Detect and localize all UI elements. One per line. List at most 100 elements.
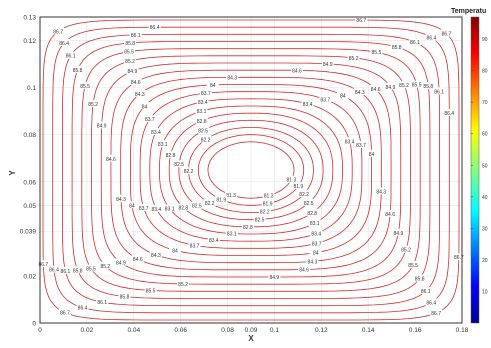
contour-line [100,62,402,278]
contour-line [178,119,324,221]
contour-label-bg [258,207,271,215]
contour-label-bg [306,208,319,216]
contour-label: 83.4 [198,100,208,106]
contour-label: 83.1 [310,221,320,227]
contour-label-bg [319,95,332,103]
contour-label: 82.8 [197,119,207,125]
contour-label-bg [79,81,92,89]
contour-line [130,84,372,256]
contour-label-bg [203,199,216,207]
contour-label-bg [309,248,322,256]
contour-label: 86.4 [150,25,160,31]
contour-line [159,105,343,235]
x-axis-ticks: 0 0.02 0.04 0.06 0.08 0.09 0.1 0.12 0.14 0.16 0.18 [38,327,469,334]
x-tick-label: 0.09 [245,327,258,334]
contour-label-bg [370,48,383,56]
contour-label: 83.4 [303,102,313,108]
contour-label: 84 [369,152,375,158]
contour-label: 85.8 [125,41,135,47]
contour-label: 84.6 [292,68,302,74]
contour-label-bg [302,198,315,206]
contour-label-bg [124,38,137,46]
contour-label-bg [190,201,203,209]
contour-label-bg [138,102,151,110]
contour-label: 83.4 [151,130,161,136]
x-tick-label: 0.12 [315,327,328,334]
contour-label-bg [52,27,65,35]
contour-label-bg [144,286,157,294]
contour-label-bg [131,254,144,262]
contour-label: 82.5 [304,201,314,207]
contour-label: 85.5 [412,83,422,89]
contour-label-bg [261,199,274,207]
contour-label: 82.8 [307,211,317,217]
contour-label: 85.2 [88,102,98,108]
contour-label-bg [207,235,220,243]
contour-label-bg [150,204,163,212]
y-tick-label: 0.05 [23,203,36,210]
contour-label: 84 [313,251,319,257]
contour-line [110,69,392,271]
contour-label: 85.8 [73,268,83,274]
contour-label: 83.7 [320,97,330,103]
contour-label-bg [310,229,323,237]
contour-label: 86.7 [38,262,48,268]
contour-label: 81.3 [226,193,236,199]
contour-label-bg [262,191,275,199]
contour-label-bg [148,23,161,31]
x-tick-label: 0.06 [174,327,187,334]
contour-label-bg [268,272,281,280]
plot-frame [39,16,463,324]
contour-label-bg [384,209,397,217]
colorbar-title: Temperatu [451,8,486,15]
contour-label: 83.4 [345,139,355,145]
x-tick-label: 0 [38,327,42,334]
contour-label-bg [285,175,298,183]
contour-label-bg [182,167,195,175]
contour-label: 82.2 [205,201,215,207]
contour-label: 86.4 [49,268,59,274]
contour-label-bg [126,67,139,75]
contour-label-bg [195,116,208,124]
contour-label: 83.1 [197,109,207,115]
contour-label: 84.9 [386,85,396,91]
contour-label: 85.2 [125,59,135,65]
contour-label: 85.2 [401,248,411,254]
contour-label-bg [156,140,169,148]
contour-label: 86.1 [61,269,71,275]
contour-label-bg [365,149,378,157]
contour-label-bg [76,303,89,311]
contour-label: 84.9 [97,124,107,130]
contour-label-bg [422,82,435,90]
contour-label: 86.4 [426,301,436,307]
x-tick-label: 0.08 [221,327,234,334]
x-tick-label: 0.18 [456,327,469,334]
contour-label: 84.3 [116,197,126,203]
contour-label: 84.6 [133,257,143,263]
contour-label-bg [425,33,438,41]
contour-label-bg [241,222,254,230]
y-tick-label: 0.02 [23,273,36,280]
contour-line [168,112,334,228]
contour-label-bg [124,57,137,65]
contour-label: 84.3 [308,259,318,265]
contour-label: 82.8 [243,225,253,231]
contour-label-bg [143,115,156,123]
contour-label-bg [398,81,411,89]
contour-label: 81.3 [264,194,274,200]
colorbar-ticks: 90 80 70 60 50 40 30 20 10 [471,37,488,295]
contour-label: 81.9 [293,184,303,190]
contour-label-bg [168,246,181,254]
y-axis-ticks: 0 0.02 0.039 0.05 0.06 0.08 0.1 0.12 0.13 [20,15,37,328]
contour-label: 83.7 [139,206,149,212]
contour-label: 83.4 [311,231,321,237]
contour-label-bg [164,151,177,159]
contour-label: 83.7 [201,91,211,97]
contour-label: 82.5 [198,128,208,134]
contour-label-bg [177,203,190,211]
contour-label: 82.8 [178,206,188,212]
contour-label: 86.4 [427,36,437,42]
contour-label-bg [407,260,420,268]
colorbar-tick-label: 30 [482,226,488,232]
